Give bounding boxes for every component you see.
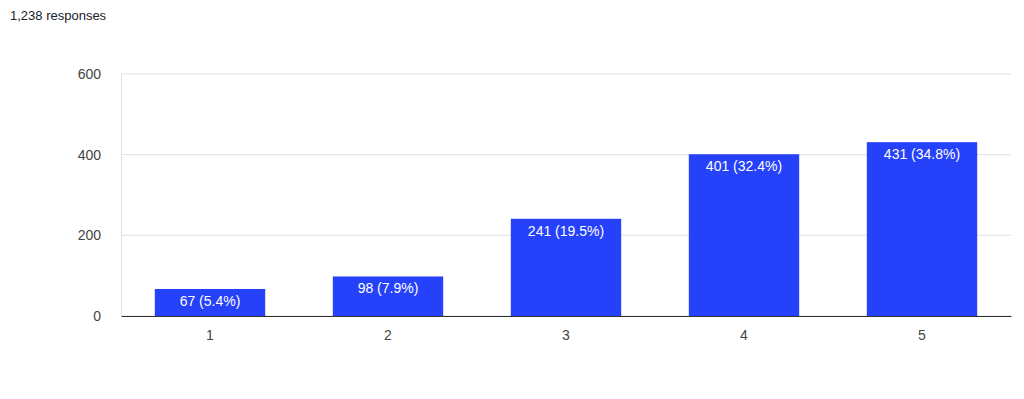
bars xyxy=(155,142,977,316)
y-tick-label: 400 xyxy=(78,147,102,163)
y-axis-line xyxy=(121,75,122,317)
y-tick: 400 xyxy=(78,147,121,163)
x-tick-label: 1 xyxy=(206,327,214,343)
data-label: 241 (19.5%) xyxy=(528,223,604,239)
y-tick: 600 xyxy=(78,66,121,82)
data-label: 98 (7.9%) xyxy=(358,280,419,296)
y-tick-label: 600 xyxy=(78,66,102,82)
y-tick-label: 0 xyxy=(93,308,101,324)
x-axis-line xyxy=(122,316,1012,317)
y-axis: 0 200 400 600 xyxy=(78,66,122,324)
grid xyxy=(121,74,1011,316)
grid-line xyxy=(121,74,1011,75)
y-tick-label: 200 xyxy=(78,227,102,243)
bar xyxy=(511,219,621,316)
bar xyxy=(155,289,265,316)
data-label: 67 (5.4%) xyxy=(180,293,241,309)
data-label: 401 (32.4%) xyxy=(706,158,782,174)
bar xyxy=(689,154,799,316)
bar xyxy=(333,276,443,316)
plot: 0 200 400 600 1 2 3 4 5 67 (5.4%) 98 (7.9%) 241 (19… xyxy=(78,66,1012,343)
y-tick: 0 xyxy=(93,308,121,324)
x-tick: 5 xyxy=(918,327,926,343)
title: 1,238 responses xyxy=(10,8,107,23)
data-labels: 67 (5.4%) 98 (7.9%) 241 (19.5%) 401 (32.4%)… xyxy=(180,146,960,309)
y-tick: 200 xyxy=(78,227,121,243)
x-tick: 1 xyxy=(206,327,214,343)
x-tick-label: 3 xyxy=(562,327,570,343)
x-axis: 1 2 3 4 5 xyxy=(122,317,1012,343)
x-tick-label: 5 xyxy=(918,327,926,343)
x-tick: 3 xyxy=(562,327,570,343)
data-label: 431 (34.8%) xyxy=(884,146,960,162)
x-tick-label: 2 xyxy=(384,327,392,343)
x-tick: 4 xyxy=(740,327,748,343)
x-tick-label: 4 xyxy=(740,327,748,343)
x-tick: 2 xyxy=(384,327,392,343)
chart: 1,238 responses 0 200 400 600 1 2 3 4 5 67 (5.4%) 9… xyxy=(0,0,1024,399)
bar xyxy=(867,142,977,316)
